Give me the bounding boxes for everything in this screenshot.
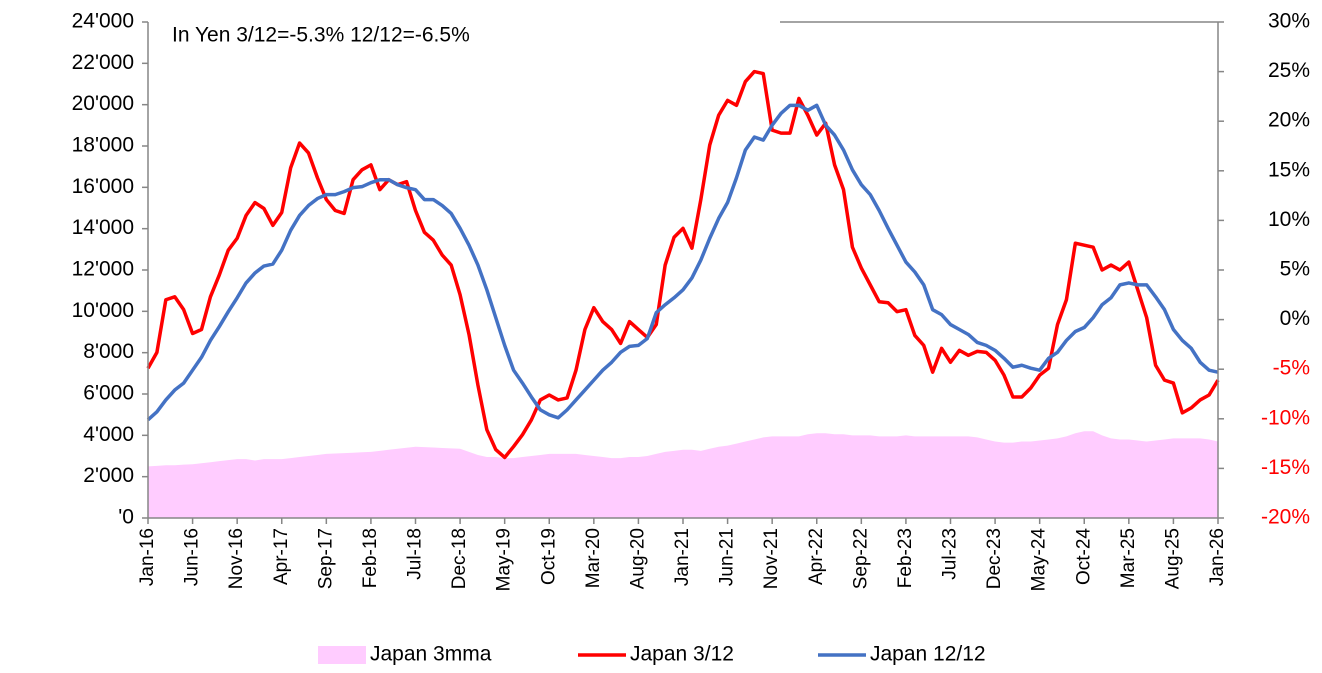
x-tick-label: Jan-26	[1207, 528, 1228, 586]
x-tick-label: Dec-18	[449, 528, 470, 589]
x-tick-label: Sep-22	[850, 528, 871, 589]
y2-tick-label: 30%	[1268, 10, 1310, 33]
y2-tick-label: 5%	[1280, 258, 1310, 281]
x-tick-label: Jan-16	[137, 528, 158, 586]
y2-tick-label: 10%	[1268, 208, 1310, 231]
y-tick-label: 22'000	[72, 51, 134, 74]
y2-tick-label: -15%	[1261, 456, 1310, 479]
y-tick-label: 24'000	[72, 10, 134, 33]
x-tick-label: May-24	[1029, 528, 1050, 592]
y2-tick-label: 15%	[1268, 158, 1310, 181]
y-tick-label: 6'000	[83, 382, 134, 405]
x-tick-label: Dec-23	[984, 528, 1005, 589]
y-tick-label: 8'000	[83, 340, 134, 363]
line	[146, 103, 1219, 422]
legend-label: Japan 12/12	[870, 643, 986, 666]
area	[148, 431, 1218, 518]
y2-tick-label: -20%	[1261, 506, 1310, 529]
x-tick-label: Apr-17	[271, 528, 292, 585]
y-tick-label: 12'000	[72, 258, 134, 281]
x-tick-label: May-19	[494, 528, 515, 591]
y2-tick-label: 25%	[1268, 59, 1310, 82]
y-tick-label: 14'000	[72, 216, 134, 239]
x-tick-label: Apr-22	[806, 528, 827, 585]
x-tick-label: Aug-25	[1162, 528, 1183, 589]
y-tick-label: 16'000	[72, 175, 134, 198]
x-tick-label: Jan-21	[672, 528, 693, 586]
x-tick-label: Oct-24	[1073, 528, 1094, 585]
x-tick-label: Mar-20	[583, 528, 604, 588]
x-tick-label: Jul-23	[940, 528, 961, 580]
annotation: In Yen 3/12=-5.3% 12/12=-6.5%	[172, 24, 470, 47]
x-tick-label: Oct-19	[538, 528, 559, 585]
line	[146, 69, 1220, 460]
y2-tick-label: -5%	[1273, 357, 1310, 380]
x-tick-label: Nov-21	[761, 528, 782, 589]
legend-swatch	[318, 646, 366, 664]
x-tick-label: Jun-16	[182, 528, 203, 586]
y2-tick-label: 0%	[1280, 307, 1310, 330]
x-tick-label: Jul-18	[405, 528, 426, 580]
x-tick-label: Mar-25	[1118, 528, 1139, 588]
y-tick-label: 4'000	[83, 423, 134, 446]
y-tick-label: 20'000	[72, 92, 134, 115]
x-tick-label: Sep-17	[315, 528, 336, 589]
y-tick-label: 10'000	[72, 299, 134, 322]
y-tick-label: 18'000	[72, 134, 134, 157]
x-tick-label: Nov-16	[226, 528, 247, 589]
x-tick-label: Aug-20	[627, 528, 648, 589]
legend-label: Japan 3mma	[370, 643, 492, 666]
y-tick-label: 2'000	[83, 464, 134, 487]
y-tick-label: '0	[118, 506, 134, 529]
x-tick-label: Jun-21	[717, 528, 738, 586]
x-tick-label: Feb-18	[360, 528, 381, 588]
legend-label: Japan 3/12	[630, 643, 734, 666]
y2-tick-label: -10%	[1261, 406, 1310, 429]
x-tick-label: Feb-23	[895, 528, 916, 588]
y2-tick-label: 20%	[1268, 109, 1310, 132]
